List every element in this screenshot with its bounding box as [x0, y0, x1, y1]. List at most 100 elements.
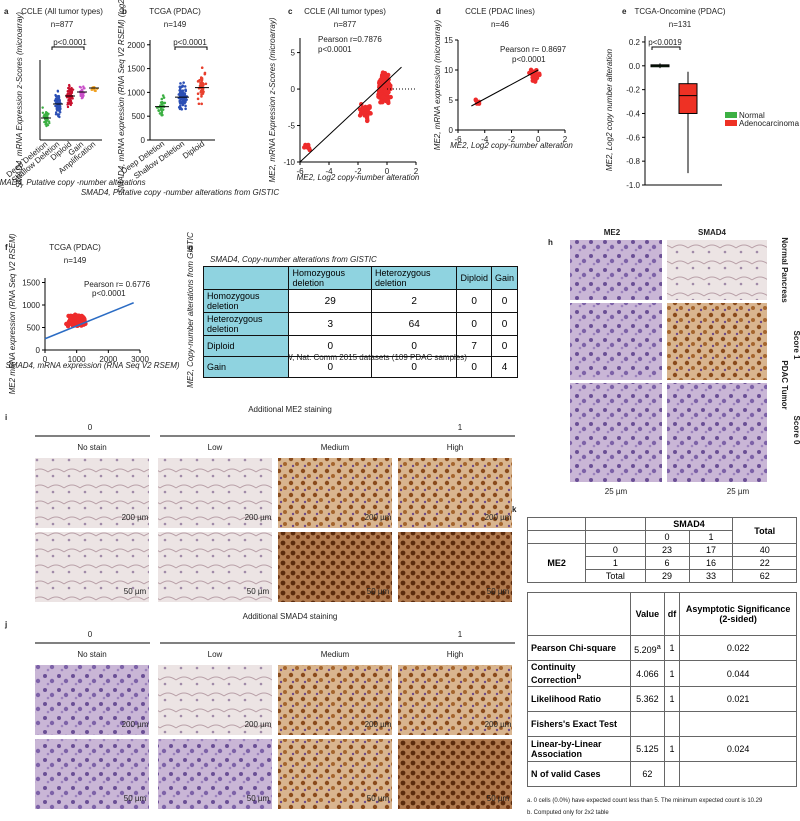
y-tick-label: 1500 [22, 279, 40, 288]
scale-label: 50 µm [247, 794, 270, 803]
row-label: Likelihood Ratio [531, 694, 602, 704]
y-tick-label: 5 [291, 49, 296, 58]
y-tick-label: -0.6 [626, 133, 640, 142]
cell: 64 [370, 312, 458, 336]
micrograph [398, 532, 512, 602]
value: 5.125 [636, 744, 659, 754]
row-header: Pearson Chi-square [526, 635, 632, 661]
footnote: b. Computed only for 2x2 table [527, 810, 609, 816]
cell: 0 [490, 289, 519, 313]
x-axis-label: SMAD4, Putative copy -number alterations [0, 178, 146, 187]
strip-dot [157, 109, 161, 112]
x-tick-label: 1000 [68, 355, 86, 364]
corner-cell [585, 530, 646, 544]
strip-dot [68, 90, 71, 93]
strip-dot [54, 99, 58, 102]
regression-line [299, 66, 402, 163]
y-axis-label: ME2, Log2 copy number alteration [605, 48, 614, 171]
y-tick-label: 0 [291, 85, 296, 94]
panel-letter: g [188, 243, 193, 252]
panel-title: CCLE (PDAC lines) [465, 7, 535, 16]
strip-dot [199, 90, 203, 94]
sample-size: n=149 [64, 256, 87, 265]
scatter-dot [67, 317, 73, 322]
cell: 7 [456, 335, 492, 357]
strip-dot [44, 115, 47, 118]
strip-dot [57, 96, 60, 99]
strip-dot [90, 88, 93, 91]
row-header: Heterozygous deletion [202, 312, 290, 336]
micrograph [667, 383, 767, 482]
cell: 4 [490, 356, 519, 378]
label: Pearson r=0.7876 [318, 35, 382, 44]
strip-dot [58, 100, 61, 104]
x-axis-label: SMAD4, Putative copy -number alterations… [81, 188, 280, 197]
y-axis-label: ME2 mRNA expression (RNA Seq V2 RSEM) [8, 233, 17, 394]
strip-dot [184, 104, 187, 108]
cell: 0.022 [679, 635, 797, 661]
column-label: No stain [77, 650, 106, 659]
cell: 1 [663, 736, 681, 762]
strip-dot [161, 94, 165, 97]
cell: 16 [688, 556, 734, 570]
strip-dot [184, 89, 188, 93]
strip-dot [160, 107, 163, 110]
panel-title: Additional SMAD4 staining [243, 612, 338, 621]
strip-dot [79, 93, 83, 97]
strip-dot [66, 92, 70, 95]
score-label: 0 [88, 630, 93, 639]
cell: 23 [644, 543, 690, 557]
strip-dot [163, 101, 167, 105]
cell: 6 [644, 556, 690, 570]
column-label: Medium [321, 443, 350, 452]
cell: 0 [456, 312, 492, 336]
row-label: Score 1 [792, 331, 800, 360]
row-label: Normal Pancreas [780, 237, 789, 303]
y-tick-label: 0 [141, 136, 146, 145]
scale-label: 25 µm [727, 487, 750, 496]
crosstab-table: SMAD4 Total 0 1 ME2 0 23 17 40 1 6 16 22 Total 29 33 62 [526, 517, 797, 583]
strip-dot [180, 93, 184, 97]
label: p<0.0001 [173, 38, 207, 47]
cell: 17 [688, 543, 734, 557]
panel-letter: a [4, 7, 9, 16]
corner-cell [585, 517, 646, 531]
legend-swatch [725, 112, 737, 118]
row-header: Likelihood Ratio [526, 686, 632, 712]
panel-title: Additional ME2 staining [248, 405, 332, 414]
micrograph [570, 383, 662, 482]
column-header: Heterozygous deletion [370, 266, 458, 290]
strip-dot [43, 120, 46, 124]
y-tick-label: -0.4 [626, 109, 640, 118]
scatter-dot [361, 105, 367, 111]
corner-cell [526, 592, 632, 636]
cell [630, 711, 665, 737]
label: p<0.0001 [318, 45, 352, 54]
strip-dot [179, 82, 182, 85]
x-axis-label: ME2, Log2 copy-number alteration [297, 173, 420, 182]
cell: 0.024 [679, 736, 797, 762]
micrograph [570, 240, 662, 300]
strip-dot [48, 121, 51, 125]
panel-letter: i [5, 413, 7, 422]
x-tick-label: -6 [296, 167, 304, 176]
strip-dot [69, 101, 73, 105]
strip-dot [201, 84, 205, 87]
strip-dot [41, 111, 45, 114]
column-header: Gain [490, 266, 519, 290]
strip-dot [181, 103, 185, 107]
y-tick-label: 10 [444, 66, 453, 75]
row-header: Fishers's Exact Test [526, 711, 632, 737]
row-label: Linear-by-Linear Association [531, 739, 602, 759]
cell: 0 [288, 356, 372, 378]
strip-dot [54, 111, 58, 114]
legend-label: Normal [739, 111, 765, 120]
scale-label: 50 µm [124, 587, 147, 596]
scatter-dot [533, 71, 538, 77]
column-label: Medium [321, 650, 350, 659]
cell: 33 [688, 569, 734, 583]
strip-dot [45, 122, 48, 125]
strip-dot [70, 95, 74, 99]
